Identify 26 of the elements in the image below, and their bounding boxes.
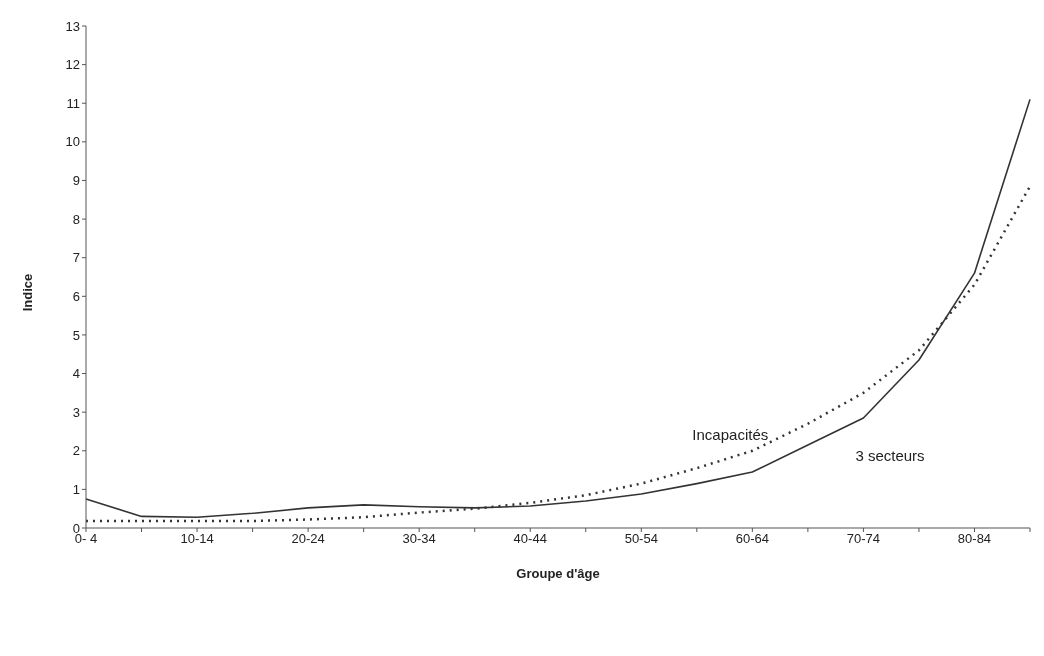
y-tick-label: 7 [72, 250, 80, 266]
x-tick-label: 30-34 [402, 531, 436, 547]
y-tick-label: 8 [72, 211, 80, 227]
y-tick-label: 3 [72, 404, 80, 420]
x-axis-title: Groupe d'âge [516, 566, 600, 581]
y-axis-title: Indice [20, 273, 36, 311]
y-tick-label: 12 [65, 57, 80, 73]
x-tick-label: 60-64 [735, 531, 769, 547]
x-tick-label: 20-24 [291, 531, 325, 547]
y-tick-label: 5 [72, 327, 80, 343]
x-tick-label: 80-84 [957, 531, 992, 547]
y-tick-label: 6 [72, 288, 80, 304]
x-tick-label: 40-44 [513, 531, 547, 547]
y-tick-label: 2 [72, 443, 80, 459]
y-tick-label: 4 [72, 366, 80, 382]
x-tick-label: 50-54 [624, 531, 658, 547]
y-tick-label: 11 [66, 95, 80, 111]
y-tick-label: 13 [65, 18, 80, 34]
x-tick-label: 10-14 [180, 531, 214, 547]
y-tick-label: 9 [72, 173, 80, 189]
y-tick-label: 10 [65, 134, 80, 150]
line-series [85, 98, 1031, 518]
series-label: Incapacités [692, 426, 769, 444]
series-label: 3 secteurs [855, 447, 925, 465]
y-tick-label: 1 [72, 482, 80, 497]
x-tick-label: 70-74 [846, 531, 881, 547]
